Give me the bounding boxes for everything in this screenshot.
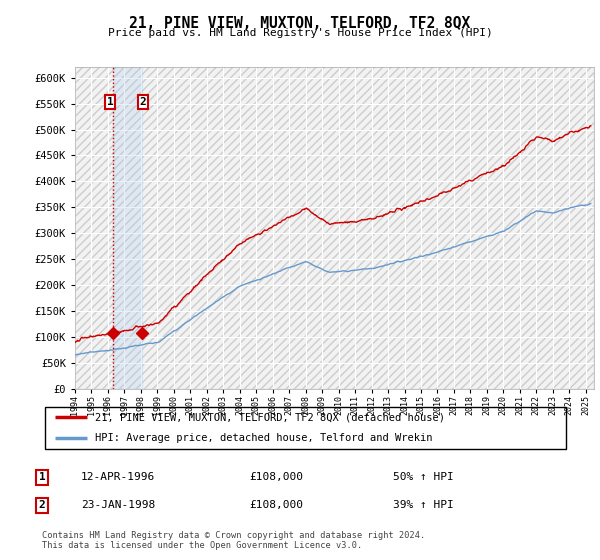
Text: £108,000: £108,000 (249, 500, 303, 510)
Text: 21, PINE VIEW, MUXTON, TELFORD, TF2 8QX (detached house): 21, PINE VIEW, MUXTON, TELFORD, TF2 8QX … (95, 412, 445, 422)
Text: 21, PINE VIEW, MUXTON, TELFORD, TF2 8QX: 21, PINE VIEW, MUXTON, TELFORD, TF2 8QX (130, 16, 470, 31)
Text: HPI: Average price, detached house, Telford and Wrekin: HPI: Average price, detached house, Telf… (95, 433, 432, 444)
Text: 23-JAN-1998: 23-JAN-1998 (81, 500, 155, 510)
Bar (113, 67, 142, 389)
Text: 39% ↑ HPI: 39% ↑ HPI (393, 500, 454, 510)
Text: 2: 2 (38, 500, 46, 510)
Text: 50% ↑ HPI: 50% ↑ HPI (393, 472, 454, 482)
Text: 12-APR-1996: 12-APR-1996 (81, 472, 155, 482)
Text: Price paid vs. HM Land Registry's House Price Index (HPI): Price paid vs. HM Land Registry's House … (107, 28, 493, 38)
Text: Contains HM Land Registry data © Crown copyright and database right 2024.
This d: Contains HM Land Registry data © Crown c… (42, 531, 425, 550)
Text: £108,000: £108,000 (249, 472, 303, 482)
Text: 2: 2 (140, 97, 146, 107)
Text: 1: 1 (107, 97, 113, 107)
Text: 1: 1 (38, 472, 46, 482)
